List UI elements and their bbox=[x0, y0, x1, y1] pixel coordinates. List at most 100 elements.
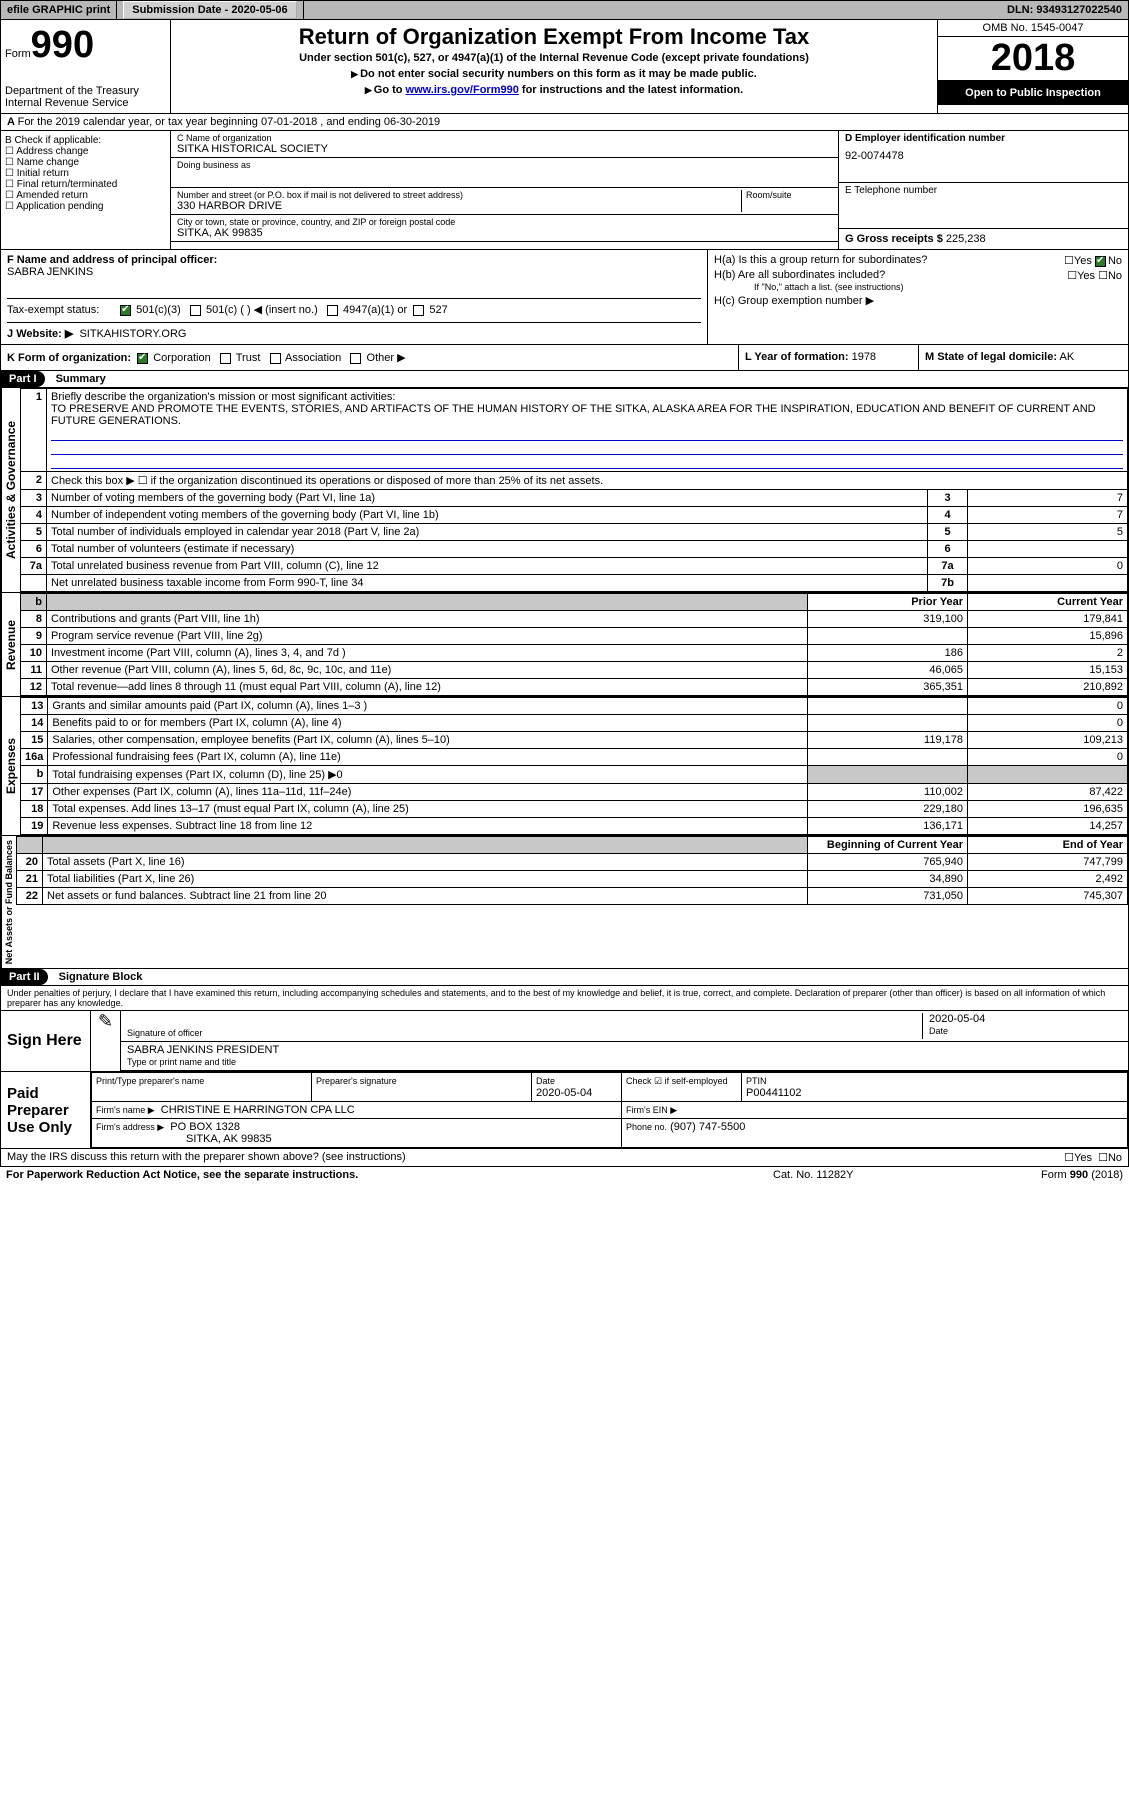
chk-pending[interactable]: ☐ Application pending bbox=[5, 201, 166, 212]
table-row: 12Total revenue—add lines 8 through 11 (… bbox=[21, 679, 1128, 696]
paid-preparer-block: Paid Preparer Use Only Print/Type prepar… bbox=[0, 1072, 1129, 1149]
declaration: Under penalties of perjury, I declare th… bbox=[0, 986, 1129, 1011]
summary-table: 1 Briefly describe the organization's mi… bbox=[20, 388, 1128, 592]
form-number: Form990 bbox=[5, 24, 166, 67]
footer: For Paperwork Reduction Act Notice, see … bbox=[0, 1167, 1129, 1183]
street: 330 HARBOR DRIVE bbox=[177, 200, 737, 212]
top-bar: efile GRAPHIC print Submission Date - 20… bbox=[0, 0, 1129, 20]
chk-501c3[interactable] bbox=[120, 305, 131, 316]
sign-here-label: Sign Here bbox=[1, 1011, 91, 1071]
table-row: 13Grants and similar amounts paid (Part … bbox=[21, 698, 1128, 715]
expenses-section: Expenses 13Grants and similar amounts pa… bbox=[0, 697, 1129, 836]
chk-4947[interactable] bbox=[327, 305, 338, 316]
form-title: Return of Organization Exempt From Incom… bbox=[175, 24, 933, 50]
city-field: City or town, state or province, country… bbox=[171, 215, 838, 242]
sign-here-block: Sign Here ✎ Signature of officer 2020-05… bbox=[0, 1011, 1129, 1072]
chk-initial[interactable]: ☐ Initial return bbox=[5, 168, 166, 179]
chk-ha-no[interactable] bbox=[1095, 256, 1106, 267]
table-row: 4Number of independent voting members of… bbox=[21, 507, 1128, 524]
table-row: 15Salaries, other compensation, employee… bbox=[21, 732, 1128, 749]
part2-header: Part II Signature Block bbox=[0, 969, 1129, 986]
h-a: H(a) Is this a group return for subordin… bbox=[714, 254, 1122, 267]
chk-527[interactable] bbox=[413, 305, 424, 316]
row-a: A For the 2019 calendar year, or tax yea… bbox=[0, 114, 1129, 131]
form-header: Form990 Department of the Treasury Inter… bbox=[0, 20, 1129, 114]
table-row: 20Total assets (Part X, line 16)765,9407… bbox=[17, 854, 1128, 871]
table-row: Net unrelated business taxable income fr… bbox=[21, 575, 1128, 592]
table-row: 18Total expenses. Add lines 13–17 (must … bbox=[21, 801, 1128, 818]
subtitle-3: Go to www.irs.gov/Form990 for instructio… bbox=[175, 84, 933, 96]
header-grid: B Check if applicable: ☐ Address change … bbox=[0, 131, 1129, 250]
irs-link[interactable]: www.irs.gov/Form990 bbox=[406, 84, 519, 96]
table-row: 14Benefits paid to or for members (Part … bbox=[21, 715, 1128, 732]
chk-address[interactable]: ☐ Address change bbox=[5, 146, 166, 157]
city: SITKA, AK 99835 bbox=[177, 227, 832, 239]
klm-row: K Form of organization: Corporation Trus… bbox=[0, 345, 1129, 371]
chk-name[interactable]: ☐ Name change bbox=[5, 157, 166, 168]
ein: 92-0074478 bbox=[845, 150, 1122, 162]
chk-final[interactable]: ☐ Final return/terminated bbox=[5, 179, 166, 190]
revenue-section: Revenue bPrior YearCurrent Year 8Contrib… bbox=[0, 593, 1129, 697]
submission-date: Submission Date - 2020-05-06 bbox=[117, 1, 303, 19]
dba-field: Doing business as bbox=[171, 158, 838, 188]
ein-field: D Employer identification number 92-0074… bbox=[839, 131, 1128, 183]
line-2: Check this box ▶ ☐ if the organization d… bbox=[47, 472, 1128, 490]
paid-preparer-label: Paid Preparer Use Only bbox=[1, 1072, 91, 1148]
omb: OMB No. 1545-0047 bbox=[938, 20, 1128, 37]
chk-501c[interactable] bbox=[190, 305, 201, 316]
table-row: 16aProfessional fundraising fees (Part I… bbox=[21, 749, 1128, 766]
website-row: J Website: ▶ SITKAHISTORY.ORG bbox=[7, 322, 701, 340]
dln: DLN: 93493127022540 bbox=[1001, 1, 1128, 19]
netassets-label: Net Assets or Fund Balances bbox=[1, 836, 16, 968]
table-row: 6Total number of volunteers (estimate if… bbox=[21, 541, 1128, 558]
table-row: 19Revenue less expenses. Subtract line 1… bbox=[21, 818, 1128, 835]
table-row: 11Other revenue (Part VIII, column (A), … bbox=[21, 662, 1128, 679]
org-name: SITKA HISTORICAL SOCIETY bbox=[177, 143, 832, 155]
h-c: H(c) Group exemption number ▶ bbox=[714, 294, 1122, 307]
subtitle-1: Under section 501(c), 527, or 4947(a)(1)… bbox=[175, 52, 933, 64]
chk-trust[interactable] bbox=[220, 353, 231, 364]
table-row: 5Total number of individuals employed in… bbox=[21, 524, 1128, 541]
preparer-table: Print/Type preparer's name Preparer's si… bbox=[91, 1072, 1128, 1148]
table-row: bTotal fundraising expenses (Part IX, co… bbox=[21, 766, 1128, 784]
table-row: 22Net assets or fund balances. Subtract … bbox=[17, 888, 1128, 905]
efile-label: efile GRAPHIC print bbox=[1, 1, 117, 19]
chk-corp[interactable] bbox=[137, 353, 148, 364]
tax-year: 2018 bbox=[938, 37, 1128, 81]
activities-label: Activities & Governance bbox=[1, 388, 20, 592]
discuss-row: May the IRS discuss this return with the… bbox=[0, 1149, 1129, 1167]
org-name-field: C Name of organization SITKA HISTORICAL … bbox=[171, 131, 838, 158]
table-row: 8Contributions and grants (Part VIII, li… bbox=[21, 611, 1128, 628]
chk-assoc[interactable] bbox=[270, 353, 281, 364]
phone-field: E Telephone number bbox=[839, 183, 1128, 229]
activities-section: Activities & Governance 1 Briefly descri… bbox=[0, 388, 1129, 593]
form-990-footer: Form 990 (2018) bbox=[973, 1169, 1123, 1181]
table-row: 10Investment income (Part VIII, column (… bbox=[21, 645, 1128, 662]
table-row: 17Other expenses (Part IX, column (A), l… bbox=[21, 784, 1128, 801]
table-row: 21Total liabilities (Part X, line 26)34,… bbox=[17, 871, 1128, 888]
open-public: Open to Public Inspection bbox=[938, 81, 1128, 105]
part1-header: Part I Summary bbox=[0, 371, 1129, 388]
principal-officer: F Name and address of principal officer:… bbox=[7, 254, 701, 278]
col-b: B Check if applicable: ☐ Address change … bbox=[1, 131, 171, 249]
h-b-note: If "No," attach a list. (see instruction… bbox=[714, 282, 1122, 292]
netassets-table: Beginning of Current YearEnd of Year 20T… bbox=[16, 836, 1128, 905]
chk-amended[interactable]: ☐ Amended return bbox=[5, 190, 166, 201]
officer-typed: SABRA JENKINS PRESIDENT bbox=[127, 1044, 1122, 1056]
revenue-table: bPrior YearCurrent Year 8Contributions a… bbox=[20, 593, 1128, 696]
dept-irs: Internal Revenue Service bbox=[5, 97, 166, 109]
fhij-grid: F Name and address of principal officer:… bbox=[0, 250, 1129, 345]
col-b-title: B Check if applicable: bbox=[5, 135, 166, 146]
chk-other[interactable] bbox=[350, 353, 361, 364]
year-formation: L Year of formation: 1978 bbox=[738, 345, 918, 370]
netassets-section: Net Assets or Fund Balances Beginning of… bbox=[0, 836, 1129, 969]
mission-text: TO PRESERVE AND PROMOTE THE EVENTS, STOR… bbox=[51, 403, 1096, 427]
pen-icon: ✎ bbox=[91, 1011, 121, 1071]
expenses-label: Expenses bbox=[1, 697, 20, 835]
table-row: 9Program service revenue (Part VIII, lin… bbox=[21, 628, 1128, 645]
table-row: 3Number of voting members of the governi… bbox=[21, 490, 1128, 507]
subdate-button[interactable]: Submission Date - 2020-05-06 bbox=[123, 1, 296, 19]
street-field: Number and street (or P.O. box if mail i… bbox=[171, 188, 838, 215]
revenue-label: Revenue bbox=[1, 593, 20, 696]
h-b: H(b) Are all subordinates included? ☐Yes… bbox=[714, 269, 1122, 282]
